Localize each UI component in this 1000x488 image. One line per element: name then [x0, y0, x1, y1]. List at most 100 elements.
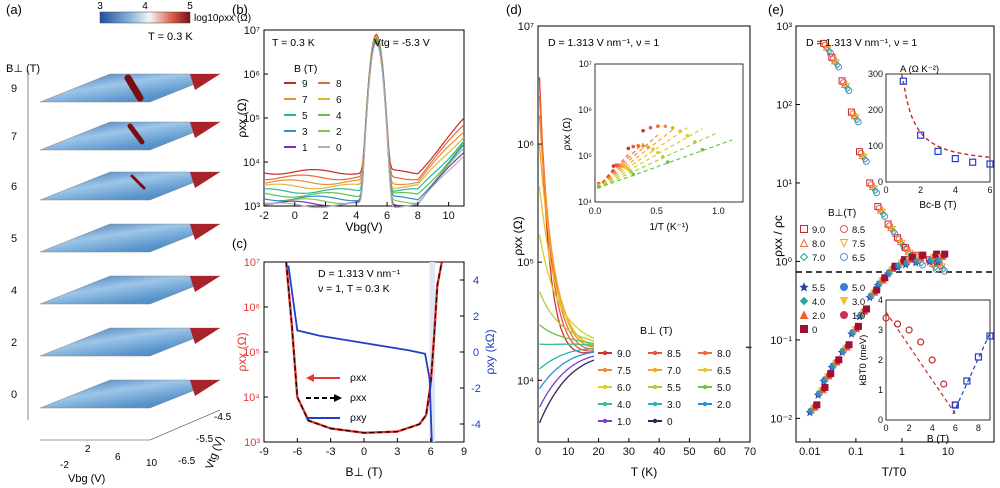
- panel-a: (a) 3 4 5 log10ρxx (Ω) T = 0.3 K B⊥ (T) …: [6, 1, 251, 485]
- legend-label: 7.0: [812, 253, 825, 264]
- legend-marker: [602, 418, 608, 424]
- panel-e: (e) D = 1.313 V nm⁻¹, ν = 1 B⊥(T) 9.0 8.5…: [768, 2, 995, 479]
- y-tick-label: 10³: [244, 437, 260, 449]
- layer-label: 0: [11, 389, 17, 401]
- y-tick-label: 10⁵: [243, 113, 260, 125]
- legend-label: 8.5: [852, 225, 865, 236]
- inset-point: [596, 185, 601, 189]
- marker-triangle: [799, 238, 809, 247]
- panel-b-y-ticks: 10³ 10⁴ 10⁵ 10⁶ 10⁷: [243, 25, 268, 213]
- vtg-tick: -4.5: [214, 412, 232, 423]
- x-tick-label: 40: [653, 446, 665, 458]
- legend-label: 4: [336, 111, 342, 122]
- panel-e-frame: [795, 25, 995, 443]
- marker-square: [835, 356, 843, 364]
- legend-label: 6: [336, 95, 342, 106]
- panel-b-legend-title: B (T): [294, 63, 317, 75]
- y-tick-label: 10⁵: [243, 347, 260, 359]
- panel-a-letter: (a): [6, 2, 22, 17]
- legend-label: 6.5: [852, 253, 865, 264]
- inset-bottom-xlabel: B (T): [927, 434, 949, 445]
- data-point: [951, 401, 959, 409]
- data-point: [917, 131, 925, 139]
- legend-label: 3.0: [852, 297, 865, 308]
- layer-label: 5: [11, 233, 17, 245]
- legend-label: 0: [812, 325, 817, 336]
- panel-d-inset: 10⁴ 10⁵ 10⁶ 10⁷ 0.0 0.5 1.0 ρxx (Ω) 1/T (K⁻¹): [562, 59, 744, 233]
- panel-e-points: [805, 39, 949, 417]
- y-tick-label: 10³: [244, 201, 260, 213]
- colorbar: [99, 11, 191, 24]
- x-tick-label: 30: [623, 446, 635, 458]
- inset-y-tick: 10⁴: [578, 197, 592, 207]
- inset-x-tick: 6: [987, 185, 992, 195]
- inset-point: [693, 140, 697, 144]
- panel-b-xlabel: Vbg(V): [345, 220, 382, 234]
- y2-tick-label: 4: [473, 275, 479, 287]
- marker-circle: [867, 181, 875, 189]
- panel-d-header: D = 1.313 V nm⁻¹, ν = 1: [548, 37, 659, 49]
- data-point: [940, 380, 948, 388]
- data-point: [986, 332, 994, 340]
- inset-x-tick: 6: [953, 423, 958, 433]
- marker-square: [800, 325, 808, 333]
- colorbar-tick: 4: [142, 1, 148, 12]
- inset-fit-line: [597, 132, 718, 189]
- legend-label: 7.5: [617, 366, 631, 377]
- legend-marker: [652, 401, 658, 407]
- legend-label: 5.5: [812, 283, 825, 294]
- marker-circle: [840, 225, 848, 233]
- inset-point: [631, 172, 636, 177]
- inset-y-ticks: 10⁴ 10⁵ 10⁶ 10⁷: [578, 59, 592, 207]
- vbg-tick: 2: [85, 444, 91, 455]
- legend-label: 1.0: [852, 311, 865, 322]
- x-tick-label: 10: [562, 446, 574, 458]
- x-tick-label: 0.1: [848, 446, 863, 458]
- layer-hot-region: [190, 328, 220, 344]
- legend-marker: [652, 367, 658, 373]
- panel-a-temp: T = 0.3 K: [148, 31, 193, 43]
- vtg-axis: [149, 409, 221, 441]
- inset-x-tick: 0: [883, 185, 888, 195]
- vtg-tick: -5.5: [196, 434, 214, 445]
- marker-square: [813, 401, 821, 409]
- y-tick-label: 10⁻¹: [770, 335, 792, 347]
- marker-circle: [903, 245, 911, 253]
- x-tick-label: 4: [353, 210, 359, 222]
- marker-circle: [919, 261, 927, 269]
- y-tick-label: 10⁶: [243, 302, 260, 314]
- marker-star: [799, 282, 809, 292]
- inset-point: [661, 154, 665, 159]
- marker-triangle-down: [839, 297, 849, 306]
- marker-circle: [840, 79, 848, 87]
- colorbar-label: log10ρxx (Ω): [194, 13, 251, 24]
- data-point: [951, 155, 959, 163]
- y2-tick-label: 0: [473, 347, 479, 359]
- panel-b-legend: 9 8 7 6 5 4 3 2 1 0: [284, 79, 342, 154]
- x-tick-label: 0: [292, 210, 298, 222]
- y-tick-label: 10³: [776, 21, 792, 33]
- y2-tick-label: 2: [473, 311, 479, 323]
- inset-point: [624, 165, 628, 170]
- legend-label: 2.0: [812, 311, 825, 322]
- x-tick-label: 8: [415, 210, 421, 222]
- y-tick-label: 10¹: [776, 178, 792, 190]
- marker-circle: [854, 118, 862, 126]
- marker-diamond: [799, 252, 809, 262]
- y-tick-label: 10⁴: [243, 392, 260, 404]
- inset-y-tick: 1: [878, 385, 883, 395]
- data-point: [969, 158, 977, 166]
- y-tick-label: 10²: [776, 99, 792, 111]
- legend-label: 5.0: [852, 283, 865, 294]
- marker-square: [845, 341, 853, 349]
- inset-y-tick: 100: [868, 141, 883, 151]
- marker-triangle: [799, 310, 809, 319]
- inset-frame: [594, 63, 744, 203]
- inset-point: [651, 147, 655, 152]
- panel-b-x-ticks: -2 0 2 4 6 8 10: [259, 202, 455, 222]
- inset-y-tick: 10⁵: [578, 151, 592, 161]
- vtg-tick: -6.5: [178, 456, 196, 467]
- y-tick-label: 10⁴: [517, 375, 534, 387]
- rho-xx-line-dashed: [285, 261, 443, 434]
